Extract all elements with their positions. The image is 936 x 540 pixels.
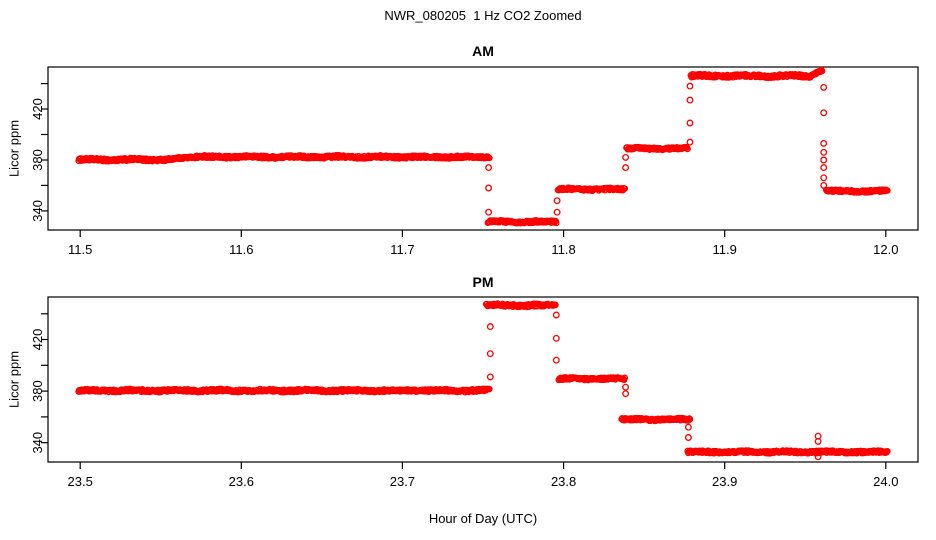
svg-text:11.6: 11.6 [229,242,253,257]
svg-text:380: 380 [30,149,45,171]
svg-text:24.0: 24.0 [873,474,898,489]
am-panel-title: AM [472,43,494,59]
pm-tick-labels: 23.5 23.6 23.7 23.8 23.9 24.0 340 380 420 [30,329,898,489]
svg-text:380: 380 [30,380,45,402]
svg-text:23.6: 23.6 [229,474,254,489]
x-axis-label: Hour of Day (UTC) [428,511,538,526]
svg-text:12.0: 12.0 [873,242,898,257]
pm-data-points [75,300,891,461]
chart-title: NWR_080205 1 Hz CO2 Zoomed [384,8,582,23]
svg-text:23.5: 23.5 [68,474,93,489]
svg-text:11.9: 11.9 [713,242,737,257]
svg-text:11.7: 11.7 [390,242,414,257]
am-tick-labels: 11.5 11.6 11.7 11.8 11.9 12.0 340 380 420 [30,98,898,257]
svg-text:420: 420 [30,329,45,351]
svg-text:420: 420 [30,98,45,120]
am-data-points [75,66,891,227]
pm-axis [41,296,919,469]
am-axis [41,66,919,237]
svg-text:11.5: 11.5 [68,242,92,257]
svg-text:340: 340 [30,200,45,222]
svg-text:23.7: 23.7 [390,474,415,489]
svg-text:340: 340 [30,432,45,454]
svg-text:11.8: 11.8 [551,242,575,257]
svg-text:23.8: 23.8 [551,474,576,489]
svg-text:23.9: 23.9 [712,474,737,489]
pm-panel-title: PM [472,274,494,290]
